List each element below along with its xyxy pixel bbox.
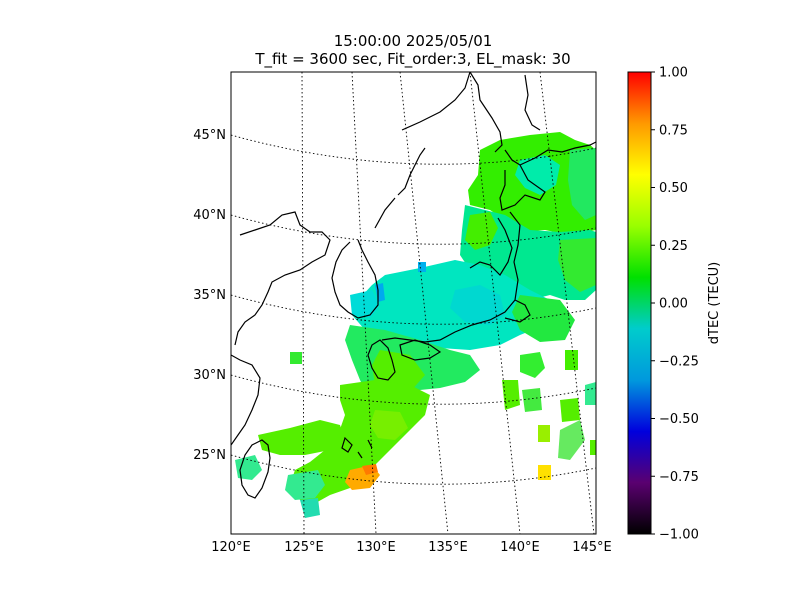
lat-label: 25°N bbox=[193, 448, 226, 463]
graticule-lon-135 bbox=[399, 72, 449, 534]
colorbar-tick-label: −0.50 bbox=[659, 412, 699, 427]
dtec-region-ryukyu-inner bbox=[370, 410, 408, 440]
dtec-region-tohoku-east bbox=[558, 238, 596, 292]
colorbar-tick-label: 0.25 bbox=[659, 239, 688, 254]
lon-label: 125°E bbox=[284, 540, 324, 555]
coastline-sakhalin-east bbox=[524, 74, 541, 131]
dtec-region-pacific-j bbox=[565, 350, 578, 370]
graticule-lat-30 bbox=[231, 374, 596, 405]
lon-label: 145°E bbox=[572, 540, 612, 555]
map-title: 15:00:00 2025/05/01 bbox=[333, 32, 493, 50]
graticule-lon-130 bbox=[351, 72, 377, 534]
coastline-korea bbox=[331, 239, 379, 319]
lon-label: 130°E bbox=[356, 540, 396, 555]
dtec-region-pacific-i bbox=[590, 440, 596, 455]
colorbar-label: dTEC (TECU) bbox=[707, 262, 722, 345]
dtec-region-pacific-h bbox=[585, 382, 596, 405]
coastline-china-coast bbox=[231, 354, 261, 446]
coastline-taiwan bbox=[239, 439, 271, 499]
dtec-region-pacific-g bbox=[538, 465, 551, 480]
dtec-region-pacific-a bbox=[520, 352, 545, 378]
dtec-region-honshu-east bbox=[512, 295, 575, 342]
dtec-region-southmost bbox=[300, 498, 320, 518]
graticule-lon-140 bbox=[469, 72, 521, 534]
graticule-lat-25 bbox=[231, 454, 596, 485]
map-subtitle: T_fit = 3600 sec, Fit_order:3, EL_mask: … bbox=[255, 50, 571, 68]
dtec-region-blue-spot-2 bbox=[418, 262, 426, 272]
coastline-ryukyu bbox=[341, 436, 373, 459]
dtec-region-east-sea-spot bbox=[290, 352, 302, 364]
dtec-data-layer bbox=[235, 132, 596, 518]
coastline-honshu bbox=[381, 211, 531, 343]
coastline-china-north bbox=[234, 211, 331, 346]
dtec-region-pacific-d bbox=[560, 398, 580, 422]
lat-label: 40°N bbox=[193, 208, 226, 223]
dtec-region-anomaly-red bbox=[362, 464, 378, 475]
coastline-layer bbox=[231, 72, 596, 499]
graticule-lon-125 bbox=[301, 72, 305, 534]
dtec-region-tohoku-green bbox=[465, 212, 498, 250]
colorbar-tick-label: 1.00 bbox=[659, 66, 688, 81]
dtec-region-pacific-c bbox=[522, 388, 542, 412]
colorbar-tick-label: 0.50 bbox=[659, 181, 688, 196]
coastline-russia bbox=[374, 72, 471, 229]
colorbar-tick-label: −1.00 bbox=[659, 528, 699, 543]
dtec-region-pacific-e bbox=[538, 425, 550, 442]
dtec-region-east-north bbox=[568, 148, 596, 220]
graticule-layer bbox=[231, 72, 596, 534]
lon-label: 120°E bbox=[211, 540, 251, 555]
coastline-sakhalin bbox=[469, 72, 503, 153]
dtec-region-pacific-b bbox=[502, 380, 520, 410]
graticule-lon-145 bbox=[539, 72, 595, 534]
coastline-hokkaido bbox=[499, 141, 596, 211]
dtec-region-south-west bbox=[285, 470, 325, 500]
graticule-lat-45 bbox=[231, 134, 596, 165]
lon-label: 135°E bbox=[428, 540, 468, 555]
lat-label: 35°N bbox=[193, 288, 226, 303]
dtec-region-honshu-cyan bbox=[450, 285, 505, 325]
lon-label: 140°E bbox=[500, 540, 540, 555]
graticule-lat-35 bbox=[231, 294, 596, 325]
colorbar-tick-label: −0.25 bbox=[659, 354, 699, 369]
dtec-region-taiwan-east bbox=[258, 420, 345, 455]
dtec-region-hokkaido-cyan bbox=[515, 155, 560, 195]
colorbar-tick-label: 0.75 bbox=[659, 123, 688, 138]
coastline-kyushu bbox=[367, 339, 396, 381]
colorbar-gradient bbox=[627, 71, 652, 535]
map-frame bbox=[230, 71, 597, 535]
graticule-lat-40 bbox=[231, 214, 596, 245]
lat-label: 45°N bbox=[193, 128, 226, 143]
dtec-region-ryukyu bbox=[290, 380, 430, 505]
dtec-region-pacific-f bbox=[558, 420, 585, 460]
colorbar-tick-label: −0.75 bbox=[659, 470, 699, 485]
colorbar-ticks: 1.00 0.75 0.50 0.25 0.00 −0.25 −0.50 −0.75 −1.00 bbox=[651, 66, 699, 543]
lat-label: 30°N bbox=[193, 368, 226, 383]
coastline-shikoku bbox=[399, 339, 442, 361]
colorbar-tick-label: 0.00 bbox=[659, 297, 688, 312]
